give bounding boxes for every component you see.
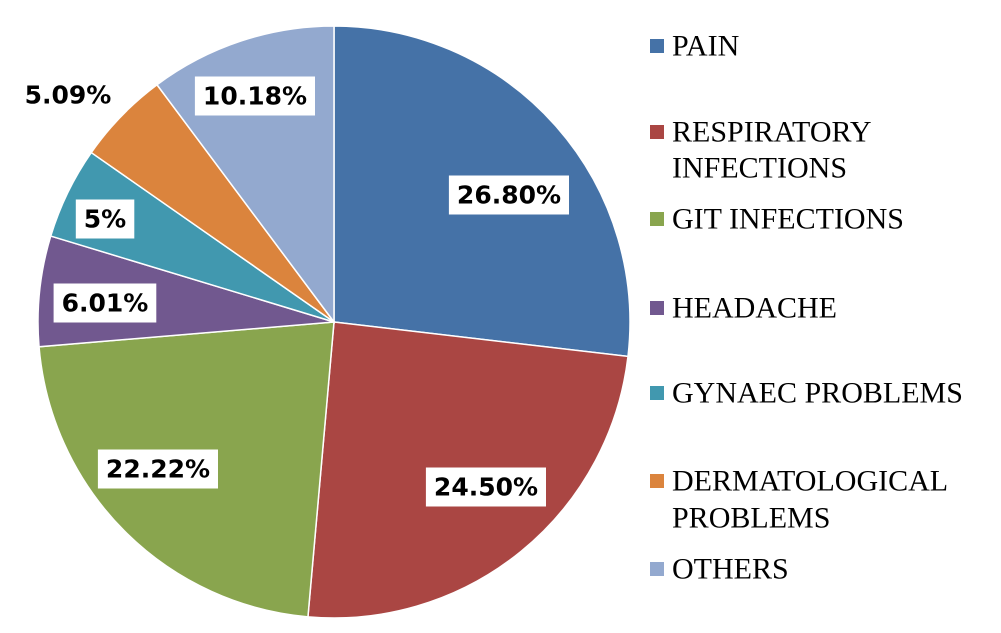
data-label-group: 24.50% [425,467,546,507]
data-label: 26.80% [457,181,561,210]
data-label: 5.09% [25,81,112,110]
legend-item: HEADACHE [650,292,837,325]
legend-item: DERMATOLOGICAL PROBLEMS [650,465,948,535]
data-label: 22.22% [106,455,210,484]
data-label-background [53,283,157,323]
legend-swatch [650,39,664,53]
data-label-background [448,175,569,215]
pie-data-labels: 26.80% 24.50% 22.22% 6.01% 5% 5.09% 10.18% [25,76,569,507]
data-label: 24.50% [434,473,538,502]
data-label: 5% [84,205,126,234]
legend-swatch [650,301,664,315]
data-label-group: 26.80% [448,175,569,215]
data-label-group: 10.18% [194,76,315,116]
legend-label: DERMATOLOGICAL [672,465,948,498]
data-label: 6.01% [62,289,149,318]
legend-label: OTHERS [672,553,789,586]
data-label-background [97,449,218,489]
data-label-background [425,467,546,507]
data-label-group: 5% [75,199,135,239]
legend-swatch [650,562,664,576]
legend-swatch [650,212,664,226]
legend-swatch [650,386,664,400]
legend-swatch [650,125,664,139]
data-label-background [194,76,315,116]
data-label-group: 22.22% [97,449,218,489]
legend-label: INFECTIONS [672,152,847,185]
legend-label: HEADACHE [672,292,837,325]
legend-swatch [650,474,664,488]
data-label-background [75,199,135,239]
legend-item: PAIN [650,30,739,63]
legend-item: OTHERS [650,553,789,586]
legend-label: PROBLEMS [672,502,830,535]
data-label-group: 6.01% [53,283,157,323]
legend-label: GIT INFECTIONS [672,203,904,236]
legend-label: PAIN [672,30,739,63]
legend-label: RESPIRATORY [672,116,872,149]
legend-label: GYNAEC PROBLEMS [672,377,963,410]
legend-item: GIT INFECTIONS [650,203,904,236]
data-label-group: 5.09% [25,81,112,110]
data-label: 10.18% [203,82,307,111]
legend-item: GYNAEC PROBLEMS [650,377,963,410]
